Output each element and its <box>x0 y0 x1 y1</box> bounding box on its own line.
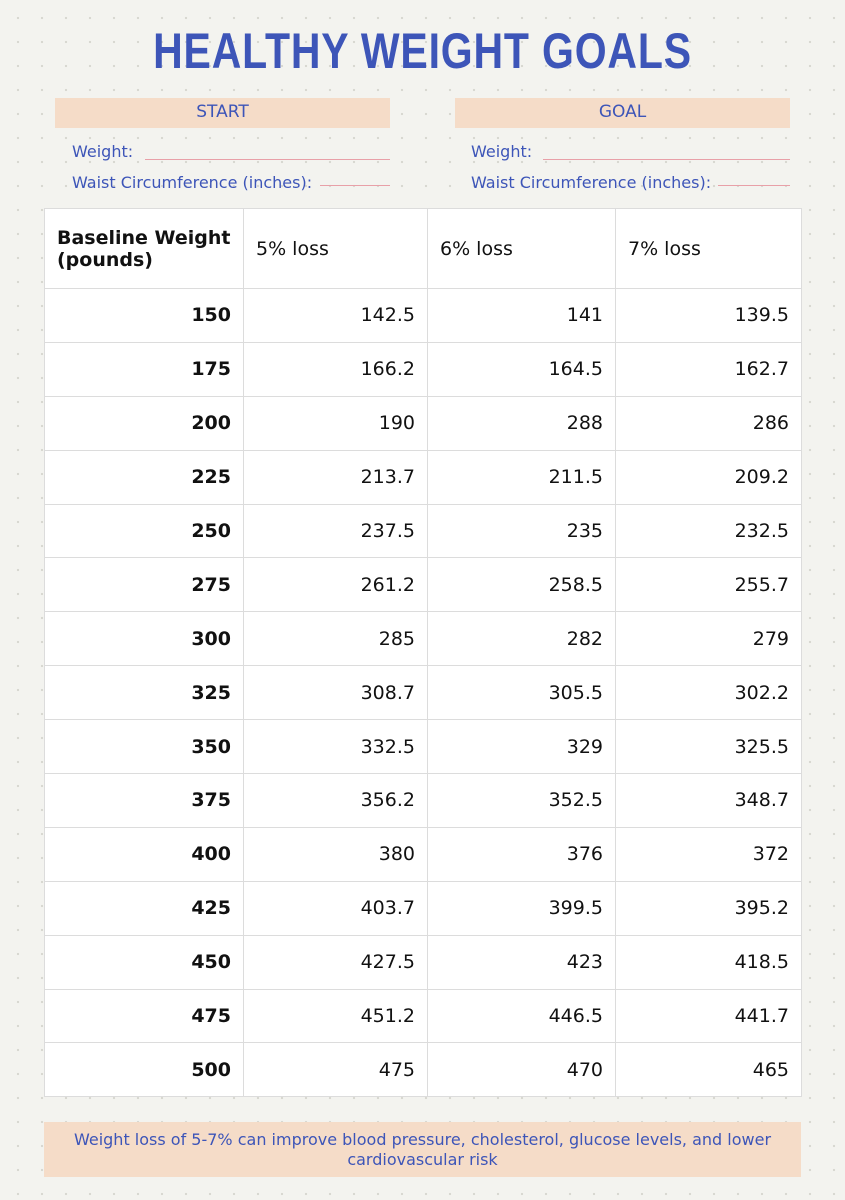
title: HEALTHY WEIGHT GOALS <box>153 23 692 79</box>
baseline-cell: 300 <box>44 611 244 667</box>
loss-cell: 213.7 <box>243 449 428 505</box>
loss-cell: 451.2 <box>243 988 428 1044</box>
loss-cell: 258.5 <box>427 557 616 613</box>
baseline-cell: 425 <box>44 880 244 936</box>
loss-cell: 162.7 <box>615 341 802 397</box>
loss-cell: 372 <box>615 826 802 882</box>
loss-cell: 332.5 <box>243 719 428 775</box>
table-row: 150 142.5 141 139.5 <box>44 288 802 343</box>
loss-cell: 235 <box>427 503 616 559</box>
loss-cell: 282 <box>427 611 616 667</box>
baseline-cell: 350 <box>44 719 244 775</box>
loss-cell: 237.5 <box>243 503 428 559</box>
goal-weight-label: Weight: <box>471 142 533 161</box>
weight-table: Baseline Weight (pounds) 5% loss 6% loss 7%… <box>44 208 802 1098</box>
loss-cell: 356.2 <box>243 773 428 828</box>
loss-cell: 141 <box>427 288 616 343</box>
goal-header: GOAL <box>455 98 790 128</box>
baseline-cell: 375 <box>44 773 244 828</box>
loss-cell: 329 <box>427 719 616 775</box>
column-header: 6% loss <box>427 208 616 289</box>
baseline-cell: 250 <box>44 503 244 559</box>
table-row: 500 475 470 465 <box>44 1042 802 1098</box>
table-row: 450 427.5 423 418.5 <box>44 934 802 990</box>
loss-cell: 285 <box>243 611 428 667</box>
loss-cell: 288 <box>427 395 616 451</box>
start-header: START <box>55 98 390 128</box>
loss-cell: 352.5 <box>427 773 616 828</box>
baseline-cell: 175 <box>44 341 244 397</box>
baseline-cell: 400 <box>44 826 244 882</box>
loss-cell: 302.2 <box>615 665 802 721</box>
loss-cell: 164.5 <box>427 341 616 397</box>
loss-cell: 139.5 <box>615 288 802 343</box>
loss-cell: 376 <box>427 826 616 882</box>
loss-cell: 305.5 <box>427 665 616 721</box>
table-row: 250 237.5 235 232.5 <box>44 503 802 559</box>
baseline-cell: 475 <box>44 988 244 1044</box>
table-row: 325 308.7 305.5 302.2 <box>44 665 802 721</box>
loss-cell: 403.7 <box>243 880 428 936</box>
loss-cell: 166.2 <box>243 341 428 397</box>
baseline-cell: 500 <box>44 1042 244 1098</box>
loss-cell: 395.2 <box>615 880 802 936</box>
input-line <box>145 159 390 160</box>
baseline-cell: 150 <box>44 288 244 343</box>
loss-cell: 470 <box>427 1042 616 1098</box>
loss-cell: 142.5 <box>243 288 428 343</box>
loss-cell: 308.7 <box>243 665 428 721</box>
baseline-cell: 225 <box>44 449 244 505</box>
loss-cell: 286 <box>615 395 802 451</box>
loss-cell: 348.7 <box>615 773 802 828</box>
table-row: 375 356.2 352.5 348.7 <box>44 773 802 828</box>
baseline-cell: 275 <box>44 557 244 613</box>
table-row: 400 380 376 372 <box>44 826 802 882</box>
loss-cell: 279 <box>615 611 802 667</box>
loss-cell: 423 <box>427 934 616 990</box>
loss-cell: 232.5 <box>615 503 802 559</box>
table-row: 350 332.5 329 325.5 <box>44 719 802 775</box>
loss-cell: 380 <box>243 826 428 882</box>
baseline-cell: 450 <box>44 934 244 990</box>
input-line <box>718 185 790 186</box>
table-row: 425 403.7 399.5 395.2 <box>44 880 802 936</box>
table-row: 200 190 288 286 <box>44 395 802 451</box>
table-row: 225 213.7 211.5 209.2 <box>44 449 802 505</box>
header-row: Baseline Weight (pounds) 5% loss 6% loss 7%… <box>44 208 802 289</box>
loss-cell: 465 <box>615 1042 802 1098</box>
column-header: Baseline Weight (pounds) <box>44 208 244 289</box>
loss-cell: 475 <box>243 1042 428 1098</box>
loss-cell: 399.5 <box>427 880 616 936</box>
table-row: 275 261.2 258.5 255.7 <box>44 557 802 613</box>
baseline-cell: 325 <box>44 665 244 721</box>
start-weight-label: Weight: <box>72 142 134 161</box>
loss-cell: 261.2 <box>243 557 428 613</box>
loss-cell: 211.5 <box>427 449 616 505</box>
column-header: 7% loss <box>615 208 802 289</box>
footer-note: Weight loss of 5-7% can improve blood pr… <box>44 1122 801 1177</box>
loss-cell: 209.2 <box>615 449 802 505</box>
loss-cell: 255.7 <box>615 557 802 613</box>
loss-cell: 190 <box>243 395 428 451</box>
table-row: 475 451.2 446.5 441.7 <box>44 988 802 1044</box>
table-row: 300 285 282 279 <box>44 611 802 667</box>
baseline-cell: 200 <box>44 395 244 451</box>
loss-cell: 418.5 <box>615 934 802 990</box>
loss-cell: 441.7 <box>615 988 802 1044</box>
start-waist-label: Waist Circumference (inches): <box>72 173 313 192</box>
table-row: 175 166.2 164.5 162.7 <box>44 341 802 397</box>
goal-waist-label: Waist Circumference (inches): <box>471 173 712 192</box>
loss-cell: 446.5 <box>427 988 616 1044</box>
input-line <box>543 159 790 160</box>
column-header: 5% loss <box>243 208 428 289</box>
loss-cell: 427.5 <box>243 934 428 990</box>
input-line <box>320 185 390 186</box>
loss-cell: 325.5 <box>615 719 802 775</box>
